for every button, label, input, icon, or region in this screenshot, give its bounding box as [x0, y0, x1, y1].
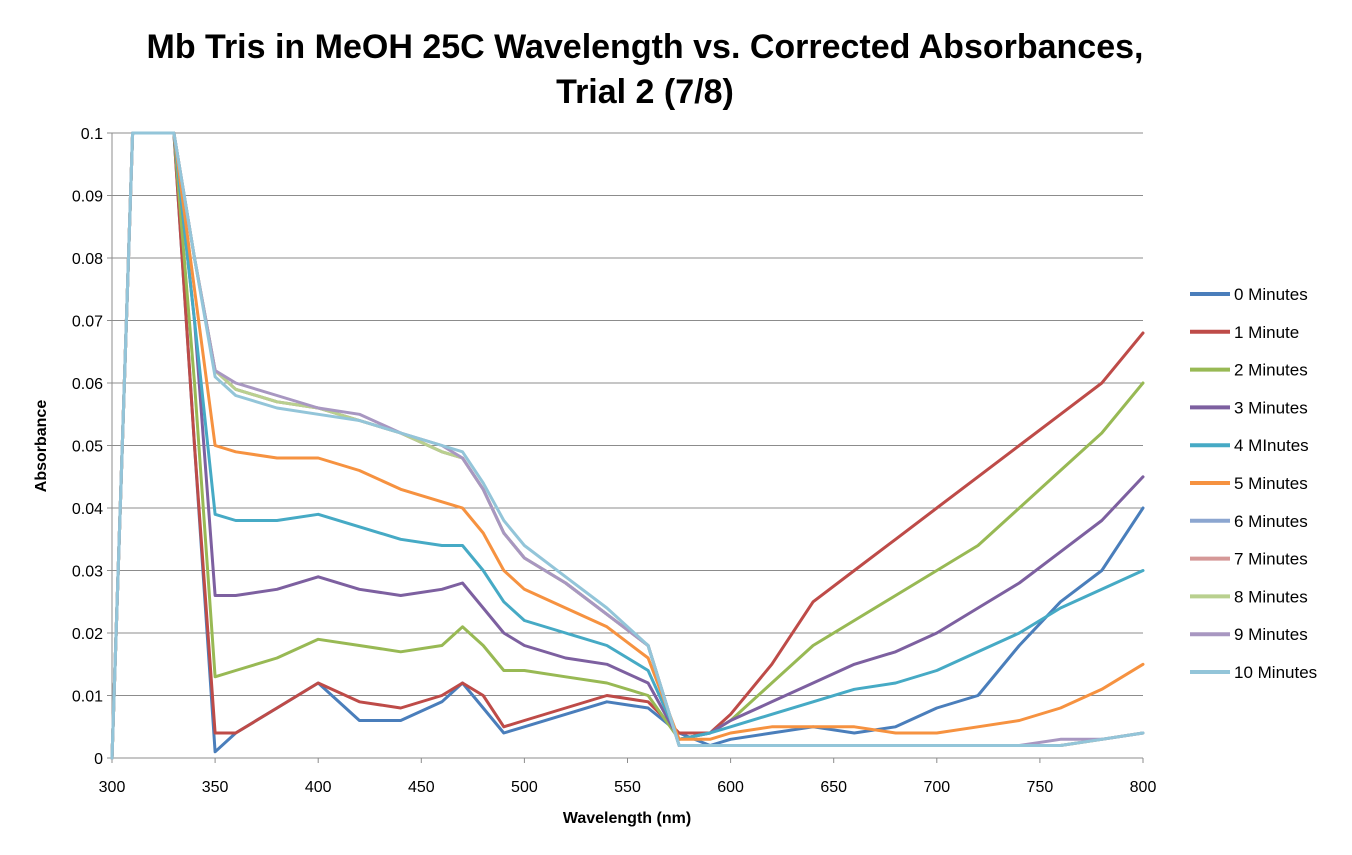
series-line-5 — [110, 131, 1145, 760]
x-tick-label: 750 — [1027, 779, 1054, 796]
legend-label: 1 Minute — [1234, 323, 1299, 342]
series-line-2 — [110, 131, 1145, 760]
x-tick-label: 350 — [202, 779, 229, 796]
x-tick-label: 700 — [923, 779, 950, 796]
legend-label: 2 Minutes — [1234, 361, 1308, 380]
series-lines — [110, 131, 1145, 760]
x-tick-label: 650 — [820, 779, 847, 796]
y-tick-label: 0.03 — [72, 564, 103, 581]
x-tick-label: 400 — [305, 779, 332, 796]
x-tick-label: 500 — [511, 779, 538, 796]
series-line-4 — [110, 131, 1145, 760]
x-tick-label: 300 — [99, 779, 126, 796]
x-axis-label: Wavelength (nm) — [563, 810, 691, 827]
legend-label: 0 Minutes — [1234, 285, 1308, 304]
y-tick-label: 0.02 — [72, 626, 103, 643]
y-tick-label: 0.1 — [81, 126, 103, 143]
chart-title-line-2: Trial 2 (7/8) — [556, 73, 734, 111]
y-axis-label: Absorbance — [33, 400, 50, 493]
legend-label: 7 Minutes — [1234, 550, 1308, 569]
series-line-10 — [110, 131, 1145, 760]
legend-label: 10 Minutes — [1234, 663, 1317, 682]
y-tick-label: 0 — [94, 751, 103, 768]
series-line-3 — [110, 131, 1145, 760]
legend-label: 6 Minutes — [1234, 512, 1308, 531]
y-tick-label: 0.06 — [72, 376, 103, 393]
x-tick-label: 600 — [717, 779, 744, 796]
chart-title-line-1: Mb Tris in MeOH 25C Wavelength vs. Corre… — [147, 28, 1144, 66]
y-tick-label: 0.07 — [72, 314, 103, 331]
y-tick-label: 0.01 — [72, 689, 103, 706]
legend: 0 Minutes 1 Minute 2 Minutes 3 Minutes 4 MIn… — [1190, 285, 1317, 682]
x-tick-label: 550 — [614, 779, 641, 796]
y-tick-label: 0.04 — [72, 501, 103, 518]
y-tick-label: 0.09 — [72, 189, 103, 206]
y-tick-label: 0.08 — [72, 251, 103, 268]
legend-label: 4 MInutes — [1234, 436, 1309, 455]
x-tick-label: 800 — [1130, 779, 1157, 796]
gridlines — [112, 132, 1143, 696]
x-tick-labels: 300 350 400 450 500 550 600 650 700 750 800 — [99, 779, 1157, 796]
y-tick-label: 0.05 — [72, 439, 103, 456]
legend-label: 9 Minutes — [1234, 625, 1308, 644]
legend-label: 5 Minutes — [1234, 474, 1308, 493]
x-tick-label: 450 — [408, 779, 435, 796]
series-line-0 — [110, 131, 1145, 760]
y-tick-labels: 0 0.01 0.02 0.03 0.04 0.05 0.06 0.07 0.08 0.09 0.1 — [72, 126, 103, 768]
series-line-1 — [110, 131, 1145, 760]
legend-label: 8 Minutes — [1234, 587, 1308, 606]
legend-label: 3 Minutes — [1234, 398, 1308, 417]
axes — [107, 132, 1144, 763]
